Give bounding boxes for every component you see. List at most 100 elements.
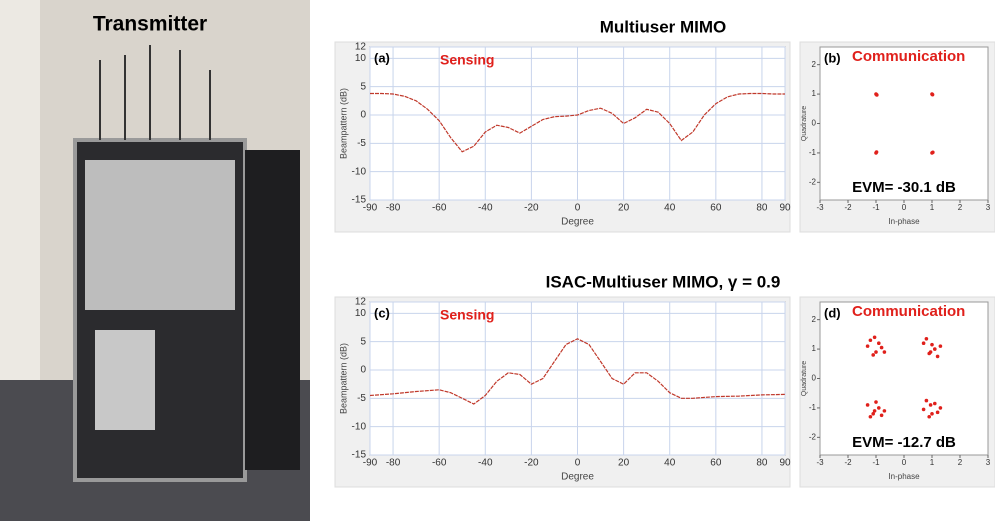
point: [882, 409, 887, 413]
annotation: Sensing: [440, 307, 494, 323]
x-tick-label: -40: [478, 458, 493, 469]
panel-label: (a): [374, 50, 390, 65]
y-tick-label: -1: [809, 403, 817, 412]
point: [933, 347, 937, 351]
x-tick-label: 1: [930, 458, 935, 467]
point: [879, 413, 884, 418]
point: [927, 414, 931, 419]
x-tick-label: 80: [756, 203, 768, 214]
x-tick-label: -60: [432, 458, 447, 469]
point: [882, 350, 887, 354]
row-title: ISAC-Multiuser MIMO, γ = 0.9: [546, 272, 781, 291]
photo-label: Transmitter: [93, 13, 207, 36]
x-tick-label: 20: [618, 458, 630, 469]
row-title: Multiuser MIMO: [600, 17, 727, 36]
x-tick-label: 0: [575, 203, 581, 214]
x-tick-label: 0: [902, 458, 907, 467]
photo: Transmitter: [0, 0, 310, 521]
annotation: Sensing: [440, 52, 494, 68]
y-tick-label: 2: [812, 315, 817, 324]
x-tick-label: -20: [524, 458, 539, 469]
x-tick-label: 40: [664, 203, 676, 214]
y-tick-label: 5: [360, 81, 366, 92]
panel-label: (c): [374, 305, 390, 320]
x-axis-label: Degree: [561, 472, 594, 483]
point: [865, 403, 870, 407]
point: [928, 350, 933, 354]
point: [928, 403, 933, 407]
point: [877, 341, 881, 345]
y-tick-label: 1: [812, 89, 817, 98]
x-tick-label: -60: [432, 203, 447, 214]
x-tick-label: -3: [816, 458, 824, 467]
x-tick-label: -3: [816, 203, 824, 212]
point: [921, 341, 926, 345]
y-tick-label: 10: [355, 308, 367, 319]
x-tick-label: -2: [844, 203, 852, 212]
x-axis-label: In-phase: [888, 217, 920, 226]
x-tick-label: -90: [363, 458, 378, 469]
point: [931, 150, 935, 155]
point: [935, 410, 940, 415]
point: [930, 412, 934, 416]
line: [369, 338, 786, 405]
x-tick-label: 60: [710, 458, 722, 469]
y-axis-label: Beampattern (dB): [338, 88, 348, 159]
point: [865, 344, 870, 348]
y-tick-label: 12: [355, 297, 367, 308]
x-tick-label: -80: [386, 458, 401, 469]
y-tick-label: 0: [360, 110, 366, 121]
x-tick-label: 60: [710, 203, 722, 214]
panel-label: (b): [824, 50, 841, 65]
x-tick-label: 3: [986, 203, 991, 212]
point: [871, 353, 875, 357]
point: [924, 336, 929, 341]
y-tick-label: -5: [357, 138, 366, 149]
evm: EVM= -30.1 dB: [852, 179, 956, 196]
y-tick-label: 0: [812, 374, 817, 383]
x-tick-label: -1: [872, 203, 880, 212]
point: [921, 407, 926, 412]
x-tick-label: -40: [478, 203, 493, 214]
x-tick-label: 3: [986, 458, 991, 467]
point: [868, 338, 873, 343]
x-tick-label: 2: [958, 458, 963, 467]
panel-label: (d): [824, 305, 841, 320]
plot-area: [819, 46, 989, 201]
point: [930, 92, 935, 97]
point: [872, 335, 877, 340]
y-tick-label: -5: [357, 393, 366, 404]
point: [874, 350, 878, 354]
x-tick-label: 90: [779, 203, 791, 214]
y-tick-label: 12: [355, 42, 367, 53]
y-tick-label: -10: [352, 166, 367, 177]
point: [933, 401, 937, 406]
point: [879, 345, 884, 350]
x-tick-label: 40: [664, 458, 676, 469]
x-tick-label: -2: [844, 458, 852, 467]
point: [874, 400, 878, 404]
point: [877, 406, 881, 410]
y-tick-label: -15: [352, 195, 367, 206]
point: [874, 150, 879, 154]
x-tick-label: 0: [575, 458, 581, 469]
plot-area: [819, 301, 989, 456]
y-tick-label: -15: [352, 450, 367, 461]
y-tick-label: -1: [809, 148, 817, 157]
x-tick-label: -90: [363, 203, 378, 214]
annotation: Communication: [852, 303, 965, 320]
x-tick-label: 80: [756, 458, 768, 469]
point: [868, 414, 873, 419]
evm: EVM= -12.7 dB: [852, 434, 956, 451]
annotation: Communication: [852, 48, 965, 65]
y-tick-label: 0: [360, 365, 366, 376]
x-axis-label: In-phase: [888, 472, 920, 481]
point: [872, 409, 877, 413]
y-axis-label: Quadrature: [801, 106, 808, 142]
y-tick-label: -10: [352, 421, 367, 432]
point: [938, 406, 943, 410]
x-tick-label: 2: [958, 203, 963, 212]
y-axis-label: Quadrature: [801, 361, 808, 397]
y-tick-label: 0: [812, 119, 817, 128]
